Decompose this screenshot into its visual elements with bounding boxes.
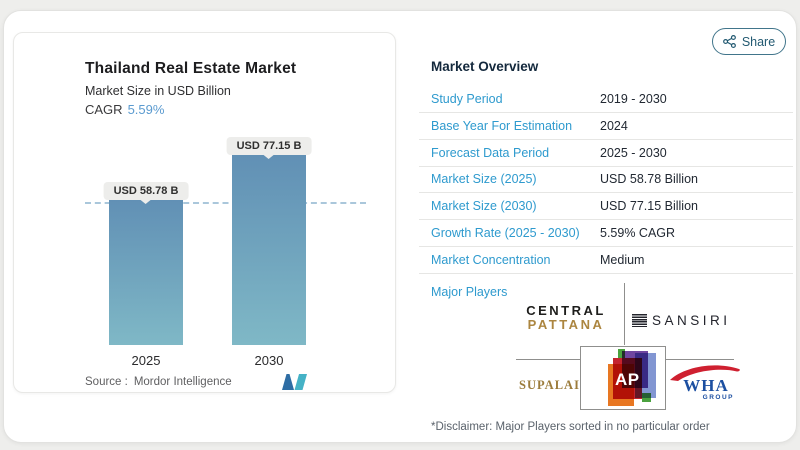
wha-group-logo: WHA GROUP bbox=[670, 363, 742, 403]
row-label: Market Concentration bbox=[431, 252, 551, 267]
table-row: Base Year For Estimation 2024 bbox=[419, 113, 793, 140]
row-label: Growth Rate (2025 - 2030) bbox=[431, 226, 580, 241]
sansiri-wordmark: SANSIRI bbox=[652, 313, 731, 328]
row-label: Market Size (2025) bbox=[431, 172, 537, 187]
source-value: Mordor Intelligence bbox=[133, 376, 232, 388]
table-row: Forecast Data Period 2025 - 2030 bbox=[419, 140, 793, 167]
sansiri-stacked-lines-icon bbox=[632, 314, 647, 327]
bar-2025 bbox=[109, 200, 183, 345]
row-label: Market Size (2030) bbox=[431, 199, 537, 214]
source-label: Source : bbox=[85, 376, 128, 388]
bar-value-label-2025: USD 58.78 B bbox=[103, 182, 189, 200]
x-axis-label-2025: 2025 bbox=[131, 353, 161, 368]
cagr-line: CAGR 5.59% bbox=[85, 102, 164, 117]
share-button[interactable]: Share bbox=[712, 28, 786, 55]
cagr-label: CAGR bbox=[85, 102, 123, 117]
row-value: 2024 bbox=[600, 118, 628, 133]
overview-heading: Market Overview bbox=[431, 59, 539, 74]
overview-table: Study Period 2019 - 2030 Base Year For E… bbox=[419, 86, 793, 274]
ap-red-rect bbox=[613, 358, 642, 399]
chart-title: Thailand Real Estate Market bbox=[85, 60, 297, 77]
bar-2030 bbox=[232, 155, 306, 345]
row-label: Study Period bbox=[431, 91, 503, 106]
logo-grid-horizontal-divider-left bbox=[516, 359, 580, 360]
row-value: 5.59% CAGR bbox=[600, 226, 676, 241]
row-label: Base Year For Estimation bbox=[431, 118, 573, 133]
x-axis-label-2030: 2030 bbox=[254, 353, 284, 368]
central-pattana-line1: CENTRAL bbox=[526, 303, 606, 318]
table-row: Growth Rate (2025 - 2030) 5.59% CAGR bbox=[419, 220, 793, 248]
table-row: Market Concentration Medium bbox=[419, 247, 793, 274]
wha-group-subtext: GROUP bbox=[702, 394, 734, 401]
table-row: Market Size (2030) USD 77.15 Billion bbox=[419, 193, 793, 221]
logo-grid-horizontal-divider-right bbox=[666, 359, 734, 360]
share-button-label: Share bbox=[741, 34, 776, 49]
central-pattana-line2: PATTANA bbox=[527, 317, 605, 332]
source-attribution: Source : Mordor Intelligence bbox=[85, 376, 232, 388]
bar-value-label-2030: USD 77.15 B bbox=[226, 137, 312, 155]
reference-dashed-line bbox=[85, 202, 366, 204]
disclaimer-text: *Disclaimer: Major Players sorted in no … bbox=[431, 421, 710, 433]
major-players-label: Major Players bbox=[431, 285, 508, 299]
ap-wordmark: AP bbox=[615, 370, 640, 389]
logo-grid-vertical-divider bbox=[624, 283, 625, 345]
row-value: Medium bbox=[600, 252, 645, 267]
table-row: Study Period 2019 - 2030 bbox=[419, 86, 793, 113]
mordor-intelligence-logo bbox=[282, 374, 307, 390]
ap-logo: AP bbox=[580, 346, 666, 410]
central-pattana-logo: CENTRAL PATTANA bbox=[520, 304, 612, 332]
cagr-value: 5.59% bbox=[127, 102, 165, 117]
ap-green-rect-top bbox=[618, 349, 625, 358]
table-row: Market Size (2025) USD 58.78 Billion bbox=[419, 167, 793, 194]
row-value: USD 58.78 Billion bbox=[600, 172, 698, 187]
row-value: 2019 - 2030 bbox=[600, 91, 667, 106]
supalai-logo: SUPALAI bbox=[519, 378, 580, 392]
sansiri-logo: SANSIRI bbox=[632, 313, 731, 328]
wha-wordmark: WHA bbox=[683, 376, 729, 395]
row-value: USD 77.15 Billion bbox=[600, 199, 698, 214]
share-icon bbox=[722, 35, 736, 48]
wha-swoosh-icon bbox=[670, 365, 740, 381]
row-value: 2025 - 2030 bbox=[600, 145, 667, 160]
row-label: Forecast Data Period bbox=[431, 145, 550, 160]
ap-green-rect-bottom bbox=[642, 393, 651, 402]
chart-subtitle: Market Size in USD Billion bbox=[85, 84, 231, 98]
chart-card: Thailand Real Estate Market Market Size … bbox=[13, 32, 396, 393]
main-card: Thailand Real Estate Market Market Size … bbox=[3, 10, 797, 443]
